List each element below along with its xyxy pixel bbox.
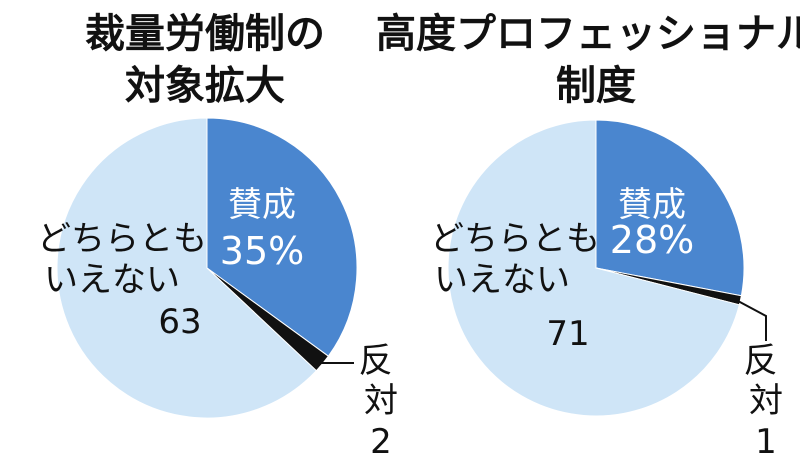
chart2-disagree-leader	[737, 300, 767, 341]
chart2-disagree-value: 1	[755, 422, 777, 462]
chart1-title-line1: 裁量労働制の	[85, 11, 325, 57]
chart1-disagree-label: 反 対	[359, 341, 404, 421]
chart1-disagree-value: 2	[370, 422, 392, 462]
chart2-title-line1: 高度プロフェッショナル	[376, 11, 800, 57]
chart2-slice-agree	[595, 119, 745, 297]
chart2-pie	[447, 119, 745, 417]
chart1-agree-value: 35%	[220, 229, 304, 273]
chart2-neither-label-line1: どちらとも	[430, 219, 600, 259]
chart1-neither-label-line2: いえない	[44, 260, 180, 300]
chart2-neither-label-line2: いえない	[434, 260, 570, 300]
chart1-neither-value: 63	[158, 302, 201, 342]
chart2-disagree-label: 反 対	[744, 341, 789, 421]
chart1-slice-neither	[56, 117, 318, 419]
chart2-title-line2: 制度	[556, 63, 636, 109]
chart1-disagree-label-char2: 対	[364, 381, 398, 421]
chart2-agree-value: 28%	[610, 218, 694, 262]
chart2-slice-neither	[447, 119, 740, 417]
chart2-neither-value: 71	[546, 314, 589, 354]
chart1-slice-agree	[206, 117, 358, 357]
chart1-pie	[56, 117, 358, 419]
chart2-agree-label: 賛成	[618, 185, 686, 225]
chart2-disagree-label-char2: 対	[749, 381, 783, 421]
chart1-agree-label: 賛成	[228, 185, 296, 225]
chart1-disagree-label-char1: 反	[359, 341, 393, 381]
chart1-title-line2: 対象拡大	[125, 63, 285, 109]
chart1-neither-label-line1: どちらとも	[37, 219, 207, 259]
chart2-disagree-label-char1: 反	[744, 341, 778, 381]
